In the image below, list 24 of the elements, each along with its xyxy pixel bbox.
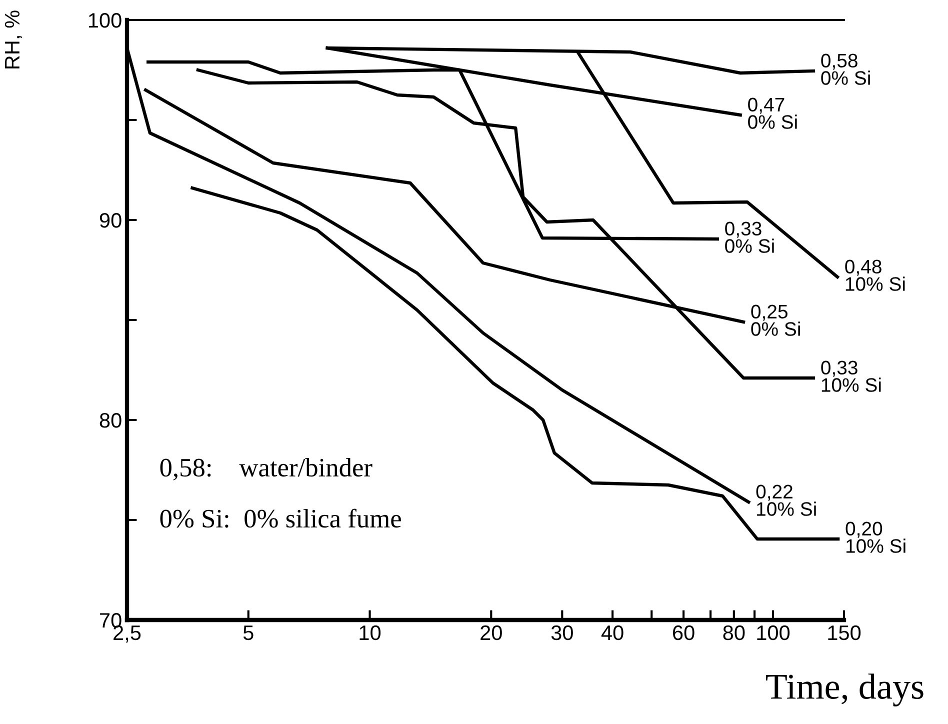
- x-tick-label: 30: [551, 625, 573, 640]
- series-label: 0,33 10% Si: [821, 360, 881, 392]
- series-label: 0,22 10% Si: [756, 484, 816, 516]
- y-tick-label: 90: [100, 213, 122, 228]
- series-label: 0,33 0% Si: [725, 222, 774, 253]
- x-tick-label: 20: [480, 625, 502, 640]
- x-axis-title: Time, days: [766, 674, 924, 706]
- series-label: 0,20 10% Si: [846, 522, 906, 553]
- series-label: 0,48 10% Si: [845, 260, 905, 291]
- annotation: 0% Si: 0% silica fume: [160, 508, 401, 528]
- y-tick-label: 80: [100, 413, 122, 428]
- annotation: 0,58: water/binder: [160, 458, 372, 480]
- x-tick-label: 5: [243, 626, 254, 640]
- y-axis-title: RH, %: [4, 10, 22, 68]
- series-label: 0,58 0% Si: [821, 54, 870, 85]
- y-tick-label: 100: [88, 13, 122, 28]
- x-tick-label: 60: [673, 625, 694, 640]
- x-tick-label: 80: [723, 625, 745, 640]
- x-tick-label: 100: [757, 625, 790, 640]
- x-tick-label: 40: [601, 625, 624, 640]
- x-tick-label: 150: [828, 625, 861, 640]
- x-tick-label: 10: [360, 625, 381, 640]
- series-label: 0,47 0% Si: [748, 98, 797, 129]
- series-label: 0,25 0% Si: [751, 304, 800, 336]
